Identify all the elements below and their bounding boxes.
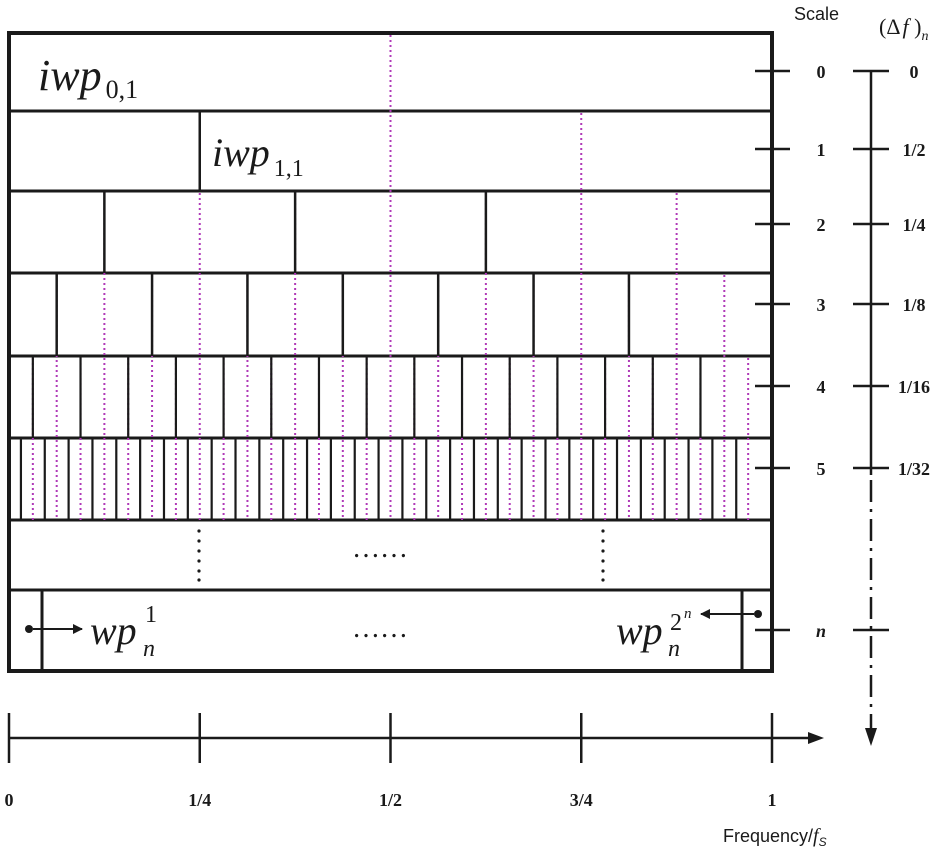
- node-iwp-1-1-sub: 1,1: [274, 156, 304, 182]
- scale-label: n: [816, 621, 826, 641]
- delta-label: 1/32: [898, 459, 930, 479]
- frequency-tick-label: 1/2: [379, 790, 402, 810]
- frequency-axis-arrowhead: [808, 732, 824, 744]
- delta-header: (Δf )n: [879, 14, 928, 44]
- frequency-tick-label: 1/4: [188, 790, 211, 810]
- node-wp-n-1: wp 1 n: [90, 602, 157, 662]
- left-node-dot: [25, 625, 33, 633]
- node-wp-n-1-sup: 1: [145, 602, 157, 628]
- tree-frame: [7, 31, 774, 673]
- delta-axis: [865, 70, 877, 746]
- node-wp-n-2n-supsup: n: [684, 606, 692, 622]
- scale-label: 5: [817, 459, 826, 479]
- node-wp-n-2n-base: wp: [616, 608, 663, 653]
- scale-label: 0: [817, 62, 826, 82]
- node-wp-n-2n-sup: 2: [670, 610, 682, 636]
- node-wp-n-1-base: wp: [90, 608, 137, 653]
- node-iwp-1-1-base: iwp: [212, 130, 270, 175]
- scale-header: Scale: [794, 4, 839, 24]
- scale-label: 3: [817, 295, 826, 315]
- node-iwp-0-1-base: iwp: [38, 51, 102, 100]
- delta-label: 1/16: [898, 377, 930, 397]
- frequency-tick-label: 3/4: [570, 790, 593, 810]
- row-dividers: [19, 111, 738, 520]
- node-wp-n-1-sub: n: [143, 636, 155, 662]
- ellipsis-row-dots: ……: [352, 533, 408, 564]
- node-wp-n-2n: wp 2 n n: [616, 606, 692, 662]
- vertical-ellipsis-marks: [197, 529, 605, 582]
- scale-label: 2: [817, 215, 826, 235]
- outer-frame: [7, 31, 774, 673]
- node-iwp-0-1: iwp 0,1: [38, 51, 138, 104]
- scale-ticks: 0 1 2 3 4 5 n: [755, 62, 826, 641]
- right-node-dot: [754, 610, 762, 618]
- row-n: …… wp 1 n wp 2 n n: [25, 590, 762, 671]
- node-iwp-0-1-sub: 0,1: [106, 75, 139, 104]
- node-iwp-1-1: iwp 1,1: [212, 130, 304, 182]
- frequency-ticks: 0 1/4 1/2 3/4 1: [5, 713, 777, 810]
- delta-label: 1/8: [902, 295, 925, 315]
- row-n-ellipsis: ……: [352, 613, 408, 644]
- node-wp-n-2n-sub: n: [668, 636, 680, 662]
- frequency-axis-label: Frequency/fS: [723, 825, 827, 849]
- delta-ticks: 0 1/2 1/4 1/8 1/16 1/32: [853, 62, 930, 632]
- delta-label: 1/2: [902, 140, 925, 160]
- frequency-tick-label: 1: [768, 790, 777, 810]
- delta-label: 1/4: [902, 215, 925, 235]
- delta-axis-arrowhead: [865, 728, 877, 746]
- scale-label: 4: [817, 377, 826, 397]
- delta-label: 0: [910, 62, 919, 82]
- frequency-axis: 0 1/4 1/2 3/4 1 Frequency/fS: [5, 713, 827, 849]
- scale-label: 1: [817, 140, 826, 160]
- frequency-tick-label: 0: [5, 790, 14, 810]
